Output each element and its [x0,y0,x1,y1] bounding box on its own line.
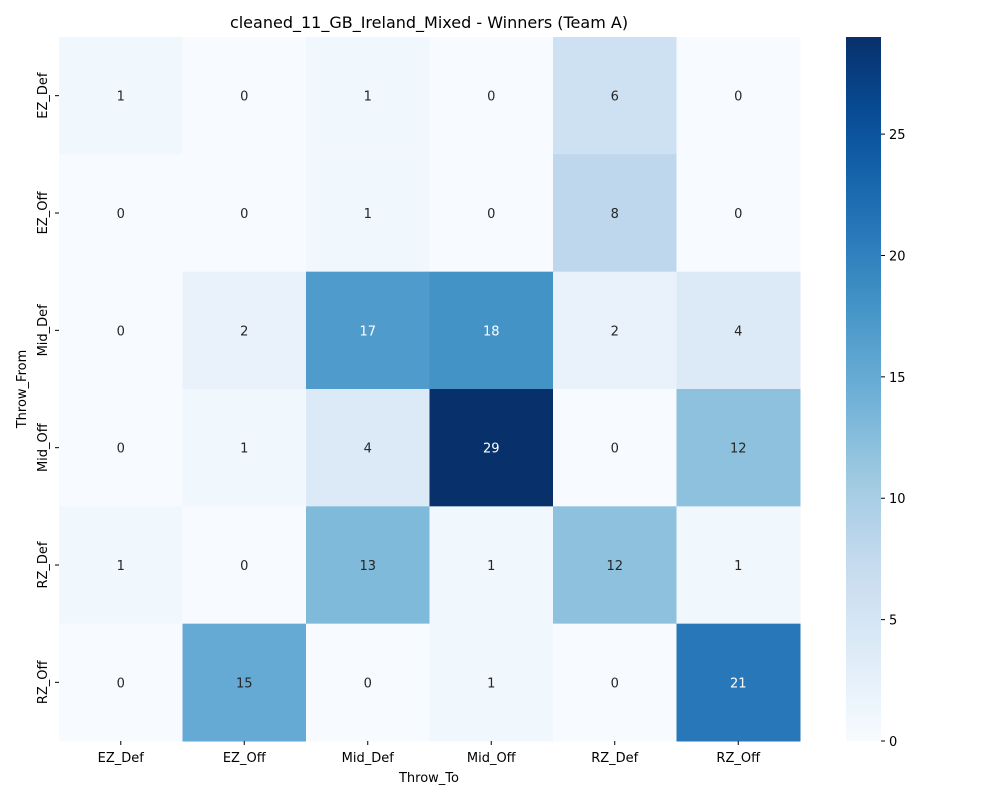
y-tick-label: Mid_Off [36,422,51,472]
heatmap-cell [306,37,430,155]
cell-value-label: 6 [611,90,619,105]
heatmap-cell [182,154,307,273]
cell-value-label: 1 [734,559,742,574]
heatmap-cell [429,271,554,390]
cell-value-label: 0 [487,90,495,105]
colorbar-tick-label: 0 [889,735,897,750]
cell-value-label: 8 [611,207,619,222]
cell-value-label: 1 [240,442,248,457]
colorbar-tick-label: 20 [889,249,906,264]
x-tick-label: Mid_Def [342,751,395,766]
heatmap-cell [676,271,801,390]
x-tick-label: EZ_Off [223,751,267,766]
y-tick-label: EZ_Def [36,72,51,119]
cell-value-label: 4 [364,442,372,457]
y-tick-label: Mid_Def [36,304,51,357]
cell-value-label: 0 [117,324,125,339]
heatmap-cell [59,623,183,742]
heatmap-cell [553,506,677,625]
heatmap-cell [59,389,183,507]
heatmap-cell [553,271,677,390]
colorbar-tick-label: 25 [889,128,906,143]
colorbar-tick-label: 10 [889,492,906,507]
cell-value-label: 0 [117,442,125,457]
cell-value-label: 15 [236,676,253,691]
cell-value-label: 1 [487,676,495,691]
y-axis-ticks: EZ_Def EZ_Off Mid_Def Mid_Off RZ_Def RZ_Off [36,72,59,704]
heatmap-cell [182,389,307,507]
x-axis-label: Throw_To [398,771,459,786]
y-tick-label: EZ_Off [36,191,51,235]
heatmap-cell [553,623,677,742]
y-axis-label: Throw_From [15,350,30,430]
cell-value-label: 17 [359,324,376,339]
cell-value-label: 1 [364,90,372,105]
cell-value-label: 0 [734,207,742,222]
heatmap-cell [429,623,554,742]
cell-value-label: 1 [364,207,372,222]
heatmap-cell [553,154,677,273]
heatmap-cell [59,506,183,625]
cell-value-label: 0 [240,90,248,105]
heatmap-cell [676,37,801,155]
heatmap-cell [182,506,307,625]
heatmap-cell [553,389,677,507]
heatmap-cell [59,37,183,155]
colorbar-ticks: 0 5 10 15 20 25 [881,128,906,750]
heatmap-cell [429,389,554,507]
cell-value-label: 0 [734,90,742,105]
heatmap-cell [429,37,554,155]
x-tick-label: RZ_Def [591,751,638,766]
heatmap-cell [676,623,801,742]
cell-value-label: 0 [117,676,125,691]
y-tick-label: RZ_Off [36,659,51,704]
cell-value-label: 0 [240,559,248,574]
heatmap-cell [306,271,430,390]
cell-value-label: 0 [487,207,495,222]
cell-value-label: 0 [364,676,372,691]
cell-value-label: 1 [117,559,125,574]
heatmap-cell [59,154,183,273]
heatmap-cell [306,389,430,507]
x-tick-label: RZ_Off [716,751,761,766]
heatmap-cell [676,154,801,273]
heatmap-cell [306,154,430,273]
cell-value-label: 2 [240,324,248,339]
heatmap-cell [182,271,307,390]
x-tick-label: Mid_Off [467,751,517,766]
y-tick-label: RZ_Def [36,541,51,588]
heatmap-cell [59,271,183,390]
cell-value-label: 21 [730,676,747,691]
cell-value-label: 1 [487,559,495,574]
cell-value-label: 13 [359,559,376,574]
cell-value-label: 29 [483,442,500,457]
cell-value-label: 4 [734,324,742,339]
cell-value-label: 0 [240,207,248,222]
chart-title: cleaned_11_GB_Ireland_Mixed - Winners (T… [230,13,628,33]
cell-value-label: 1 [117,90,125,105]
cell-value-label: 2 [611,324,619,339]
heatmap-cell [182,37,307,155]
cell-value-label: 18 [483,324,500,339]
cell-value-label: 12 [730,442,747,457]
x-tick-label: EZ_Def [98,751,145,766]
x-axis-ticks: EZ_Def EZ_Off Mid_Def Mid_Off RZ_Def RZ_Off [98,741,761,766]
heatmap-cell [429,154,554,273]
heatmap-cell [182,623,307,742]
cell-value-label: 0 [611,442,619,457]
heatmap-cell [429,506,554,625]
heatmap-cell [306,506,430,625]
colorbar-tick-label: 15 [889,371,906,386]
cell-value-label: 12 [606,559,623,574]
colorbar-tick-label: 5 [889,614,897,629]
heatmap-cells: 1 0 1 0 6 00 0 1 0 8 00 2 17 18 2 40 1 4 29 0 121 0 13 1 12 10 15 0… [59,37,801,742]
colorbar [846,37,881,741]
heatmap-cell [306,623,430,742]
cell-value-label: 0 [117,207,125,222]
heatmap-cell [676,506,801,625]
cell-value-label: 0 [611,676,619,691]
heatmap-cell [553,37,677,155]
heatmap-cell [676,389,801,507]
